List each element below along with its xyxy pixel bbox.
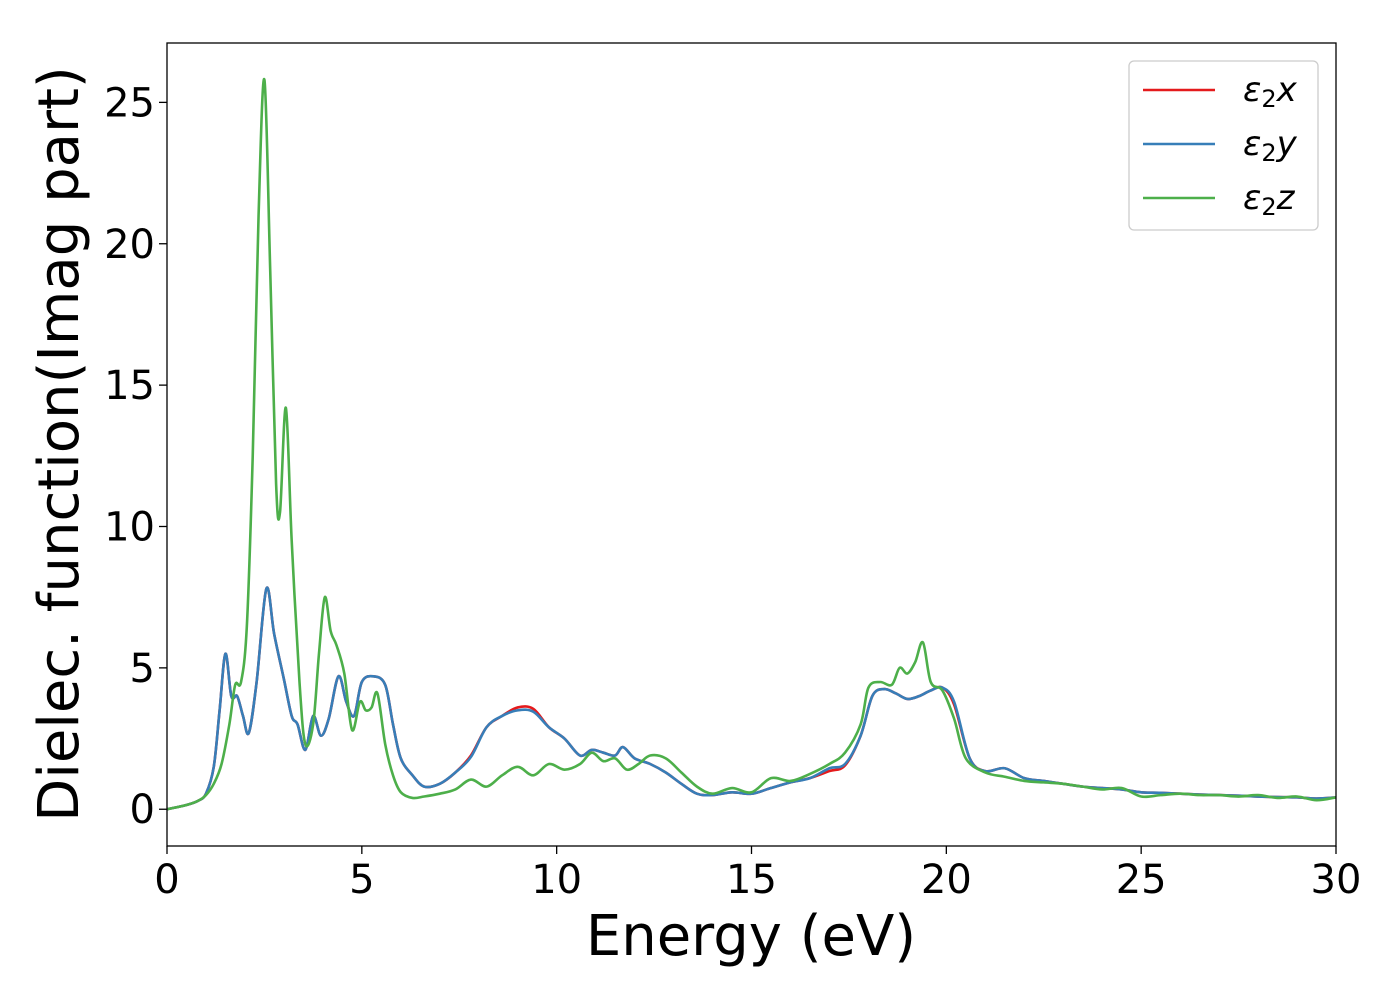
series-line-x	[166, 586, 1337, 811]
y-tick-label: 10	[104, 504, 155, 550]
x-axis: 0 5 10 15 20 25 30	[154, 846, 1361, 903]
y-tick-label: 15	[104, 363, 155, 409]
x-tick-label: 15	[726, 857, 777, 903]
y-axis-label: Dielec. function(Imag part)	[27, 66, 92, 822]
y-tick-label: 5	[130, 646, 155, 692]
x-tick-label: 20	[921, 857, 972, 903]
legend-label-z: ε2z	[1243, 178, 1296, 221]
series-line-z	[166, 77, 1337, 811]
x-tick-label: 0	[154, 857, 179, 903]
x-tick-label: 25	[1116, 857, 1167, 903]
y-axis: 0 5 10 15 20 25	[104, 80, 167, 833]
legend-label-x: ε2x	[1243, 70, 1298, 113]
legend-label-y: ε2y	[1243, 124, 1298, 167]
x-tick-label: 30	[1311, 857, 1362, 903]
plot-lines	[166, 77, 1337, 811]
y-tick-label: 0	[130, 787, 155, 833]
legend-box	[1128, 60, 1319, 231]
x-axis-label: Energy (eV)	[586, 904, 916, 969]
series-line-y	[166, 586, 1337, 811]
y-tick-label: 25	[104, 80, 155, 126]
x-tick-label: 5	[349, 857, 374, 903]
x-tick-label: 10	[531, 857, 582, 903]
legend: ε2x ε2y ε2z	[1128, 60, 1319, 231]
y-tick-label: 20	[104, 222, 155, 268]
